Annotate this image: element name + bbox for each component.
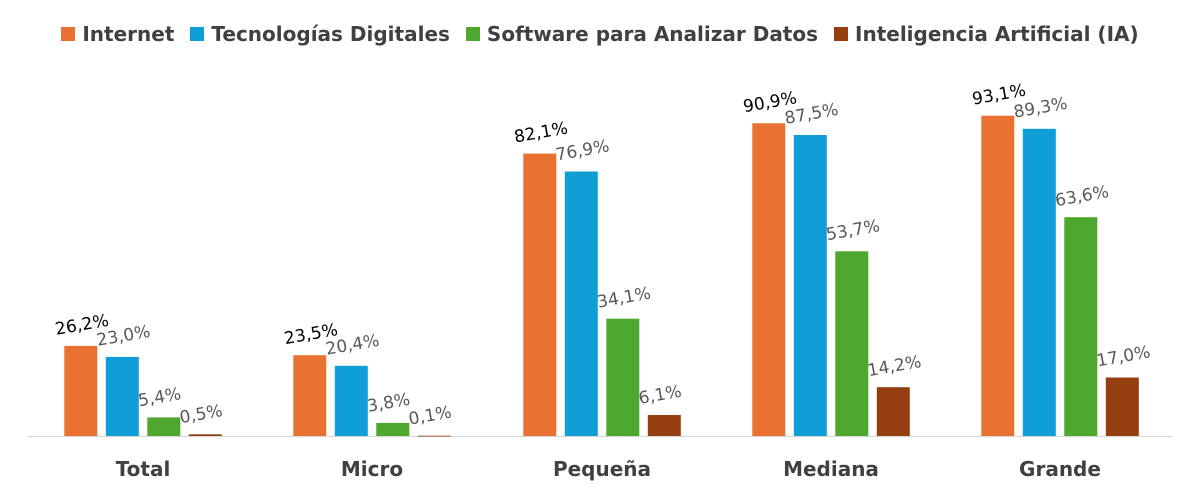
legend-label-1: Tecnologías Digitales — [211, 22, 450, 46]
legend-swatch-3 — [834, 27, 849, 41]
bar-pequeña-series-0 — [523, 153, 557, 436]
data-label-pequeña-series-3: 6,1% — [637, 382, 683, 409]
legend-label-2: Software para Analizar Datos — [486, 22, 819, 46]
legend-swatch-2 — [465, 27, 480, 41]
bar-mediana-series-3 — [876, 387, 910, 436]
data-label-mediana-series-3: 14,2% — [866, 352, 923, 381]
legend-swatch-1 — [190, 27, 205, 41]
bar-micro-series-3 — [417, 435, 451, 437]
chart-legend: Internet Tecnologías Digitales Software pa… — [0, 22, 1200, 46]
category-label-0: Total — [116, 457, 171, 481]
legend-label-0: Internet — [82, 22, 175, 46]
legend-item-2: Software para Analizar Datos — [465, 22, 819, 46]
legend-item-1: Tecnologías Digitales — [190, 22, 450, 46]
legend-item-3: Inteligencia Artificial (IA) — [834, 22, 1139, 46]
legend-swatch-0 — [61, 27, 76, 41]
bar-total-series-0 — [64, 345, 98, 436]
bar-total-series-3 — [188, 434, 222, 436]
bar-grande-series-2 — [1064, 217, 1098, 436]
legend-item-0: Internet — [61, 22, 174, 46]
data-label-grande-series-2: 63,6% — [1054, 182, 1111, 211]
bar-grande-series-0 — [981, 115, 1015, 436]
bar-micro-series-2 — [376, 422, 410, 436]
bar-grande-series-1 — [1022, 128, 1056, 437]
bar-pequeña-series-1 — [564, 171, 598, 436]
bar-grande-series-3 — [1105, 377, 1139, 436]
bar-pequeña-series-3 — [647, 415, 681, 436]
data-label-total-series-3: 0,5% — [178, 401, 224, 428]
bar-micro-series-0 — [293, 355, 327, 436]
category-label-4: Grande — [1019, 457, 1101, 481]
category-label-2: Pequeña — [553, 457, 651, 481]
bar-mediana-series-0 — [752, 123, 786, 437]
bar-total-series-1 — [105, 356, 139, 436]
category-label-3: Mediana — [783, 457, 879, 481]
data-label-micro-series-2: 3,8% — [366, 390, 412, 417]
data-label-total-series-2: 5,4% — [137, 384, 183, 411]
legend-label-3: Inteligencia Artificial (IA) — [855, 22, 1139, 46]
bar-mediana-series-2 — [835, 251, 869, 436]
data-label-pequeña-series-0: 82,1% — [513, 118, 570, 147]
data-label-pequeña-series-2: 34,1% — [596, 284, 653, 313]
category-label-1: Micro — [341, 457, 403, 481]
data-label-mediana-series-2: 53,7% — [825, 216, 882, 245]
bar-micro-series-1 — [334, 365, 368, 436]
data-label-grande-series-3: 17,0% — [1095, 342, 1152, 371]
bar-total-series-2 — [147, 417, 181, 436]
data-label-pequeña-series-1: 76,9% — [554, 136, 611, 165]
bar-mediana-series-1 — [793, 135, 827, 436]
bar-pequeña-series-2 — [606, 318, 640, 436]
data-label-micro-series-3: 0,1% — [407, 402, 453, 429]
